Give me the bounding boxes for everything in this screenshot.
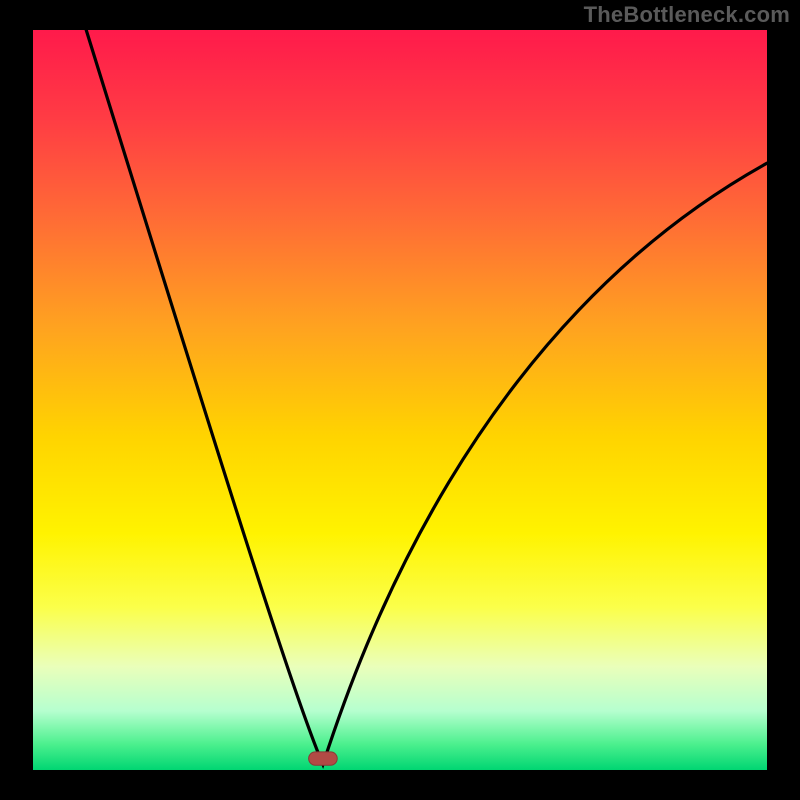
- watermark-text: TheBottleneck.com: [584, 2, 790, 28]
- optimum-marker: [309, 752, 338, 765]
- bottleneck-chart: [33, 30, 767, 770]
- chart-frame: TheBottleneck.com: [0, 0, 800, 800]
- plot-area: [33, 30, 767, 770]
- gradient-background: [33, 30, 767, 770]
